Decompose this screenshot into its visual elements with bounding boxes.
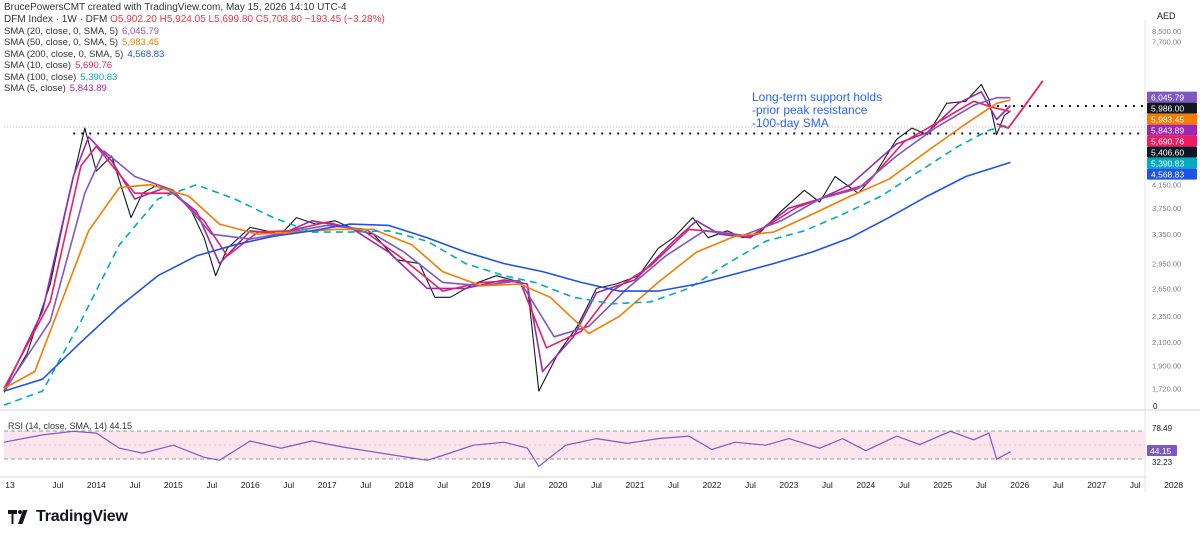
price-tick-label: 2,100.00	[1152, 338, 1181, 347]
price-label-text: 5,690.76	[1151, 137, 1184, 147]
tradingview-logo-icon	[8, 510, 28, 524]
time-tick-label: Jul	[822, 480, 833, 490]
price-tick-label: 7,700.00	[1152, 38, 1181, 47]
price-tick-label: 3,750.00	[1152, 204, 1181, 213]
sma-line	[3, 99, 1011, 390]
sma-line	[3, 91, 1012, 392]
time-tick-label: Jul	[206, 480, 217, 490]
time-tick-label: Jul	[437, 480, 448, 490]
ohlc-values: O5,902.20 H5,924.05 L5,699.80 C5,708.80 …	[110, 14, 385, 25]
chart-canvas: 8,500.007,700.004,750.004,150.003,750.00…	[0, 0, 1200, 500]
price-label-text: 5,843.89	[1151, 126, 1184, 136]
indicator-legend: SMA (20, close, 0, SMA, 5) 6,045.79 SMA (…	[4, 26, 385, 94]
annotation-text: -100-day SMA	[752, 116, 829, 130]
time-tick-label: 2022	[702, 480, 721, 490]
time-tick-label: Jul	[283, 480, 294, 490]
legend-sma10[interactable]: SMA (10, close) 5,690.76	[4, 60, 113, 72]
time-tick-label: Jul	[745, 480, 756, 490]
rsi-legend: RSI (14, close, SMA, 14) 44.15	[8, 421, 132, 431]
annotation-text: -prior peak resistance	[752, 103, 868, 117]
price-tick-label: 2,350.00	[1152, 312, 1181, 321]
price-label-text: 5,983.45	[1151, 115, 1184, 125]
legend-sma50[interactable]: SMA (50, close, 0, SMA, 5) 5,983.45	[4, 37, 160, 49]
sma-line	[3, 96, 1011, 392]
time-tick-label: 2018	[395, 480, 414, 490]
tradingview-logo[interactable]: TradingView	[8, 508, 128, 526]
legend-sma5[interactable]: SMA (5, close) 5,843.89	[4, 83, 107, 95]
price-tick-label: 4,150.00	[1152, 181, 1181, 190]
price-label-badge	[1147, 135, 1197, 147]
price-label-text: 5,986.00	[1151, 104, 1184, 114]
rsi-value-text: 44.15	[1150, 446, 1172, 456]
time-tick-label: Jul	[591, 480, 602, 490]
projection-curve	[996, 80, 1044, 130]
attribution-text: BrucePowersCMT created with TradingView.…	[4, 2, 347, 13]
price-tick-label: 1,720.00	[1152, 384, 1181, 393]
annotation-text: Long-term support holds	[752, 90, 882, 104]
price-tick-label: 2,650.00	[1152, 284, 1181, 293]
sma-line	[3, 123, 1011, 406]
legend-sma100[interactable]: SMA (100, close) 5,390.83	[4, 71, 118, 83]
time-tick-label: Jul	[52, 480, 63, 490]
price-tick-label: 3,350.00	[1152, 230, 1181, 239]
rsi-line	[3, 430, 1011, 468]
price-label-badge	[1147, 168, 1197, 180]
price-label-badge	[1147, 102, 1197, 114]
time-tick-label: 2017	[318, 480, 337, 490]
time-tick-label: 13	[5, 480, 15, 490]
time-tick-label: Jul	[668, 480, 679, 490]
rsi-tick-label: 78.49	[1152, 424, 1173, 433]
time-tick-label: Jul	[899, 480, 910, 490]
price-label-text: 5,406.60	[1151, 148, 1184, 158]
time-tick-label: 2014	[87, 480, 106, 490]
rsi-value-badge	[1147, 445, 1177, 456]
time-tick-label: 2027	[1087, 480, 1106, 490]
time-tick-label: 2015	[164, 480, 183, 490]
rsi-tick-label: 32.23	[1152, 458, 1173, 467]
legend-sma200[interactable]: SMA (200, close, 0, SMA, 5) 4,568.83	[4, 48, 165, 60]
currency-label: AED	[1157, 11, 1176, 21]
price-label-text: 6,045.79	[1151, 93, 1184, 103]
time-tick-label: Jul	[1130, 480, 1141, 490]
tradingview-logo-text: TradingView	[36, 508, 128, 525]
time-tick-label: 2021	[626, 480, 645, 490]
time-tick-label: 2023	[779, 480, 798, 490]
chart-background	[0, 0, 1200, 500]
price-label-badge	[1147, 113, 1197, 125]
price-tick-label: 2,950.00	[1152, 260, 1181, 269]
time-tick-label: Jul	[360, 480, 371, 490]
time-tick-label: 2025	[933, 480, 952, 490]
price-label-badge	[1147, 124, 1197, 136]
time-tick-label: 2020	[549, 480, 568, 490]
price-label-text: 4,568.83	[1151, 170, 1184, 180]
price-tick-label: 1,900.00	[1152, 361, 1181, 370]
zero-label: 0	[1153, 402, 1158, 411]
time-tick-label: Jul	[514, 480, 525, 490]
time-tick-label: 2028	[1164, 480, 1183, 490]
symbol-line: DFM Index · 1W · DFM O5,902.20 H5,924.05…	[4, 14, 385, 26]
time-tick-label: Jul	[1053, 480, 1064, 490]
chart-header: BrucePowersCMT created with TradingView.…	[4, 2, 385, 94]
time-tick-label: 2019	[472, 480, 491, 490]
time-tick-label: Jul	[129, 480, 140, 490]
price-label-badge	[1147, 91, 1197, 103]
sma-line	[3, 161, 1011, 392]
time-tick-label: 2026	[1010, 480, 1029, 490]
legend-sma20[interactable]: SMA (20, close, 0, SMA, 5) 6,045.79	[4, 26, 160, 37]
footer: TradingView	[0, 500, 1200, 538]
price-label-badge	[1147, 146, 1197, 158]
price-tick-label: 8,500.00	[1152, 27, 1181, 36]
time-tick-label: 2016	[241, 480, 260, 490]
symbol-name[interactable]: DFM Index · 1W · DFM	[4, 14, 108, 25]
price-label-badge	[1147, 157, 1197, 169]
time-tick-label: 2024	[856, 480, 875, 490]
time-tick-label: Jul	[976, 480, 987, 490]
price-label-text: 5,390.83	[1151, 159, 1184, 169]
